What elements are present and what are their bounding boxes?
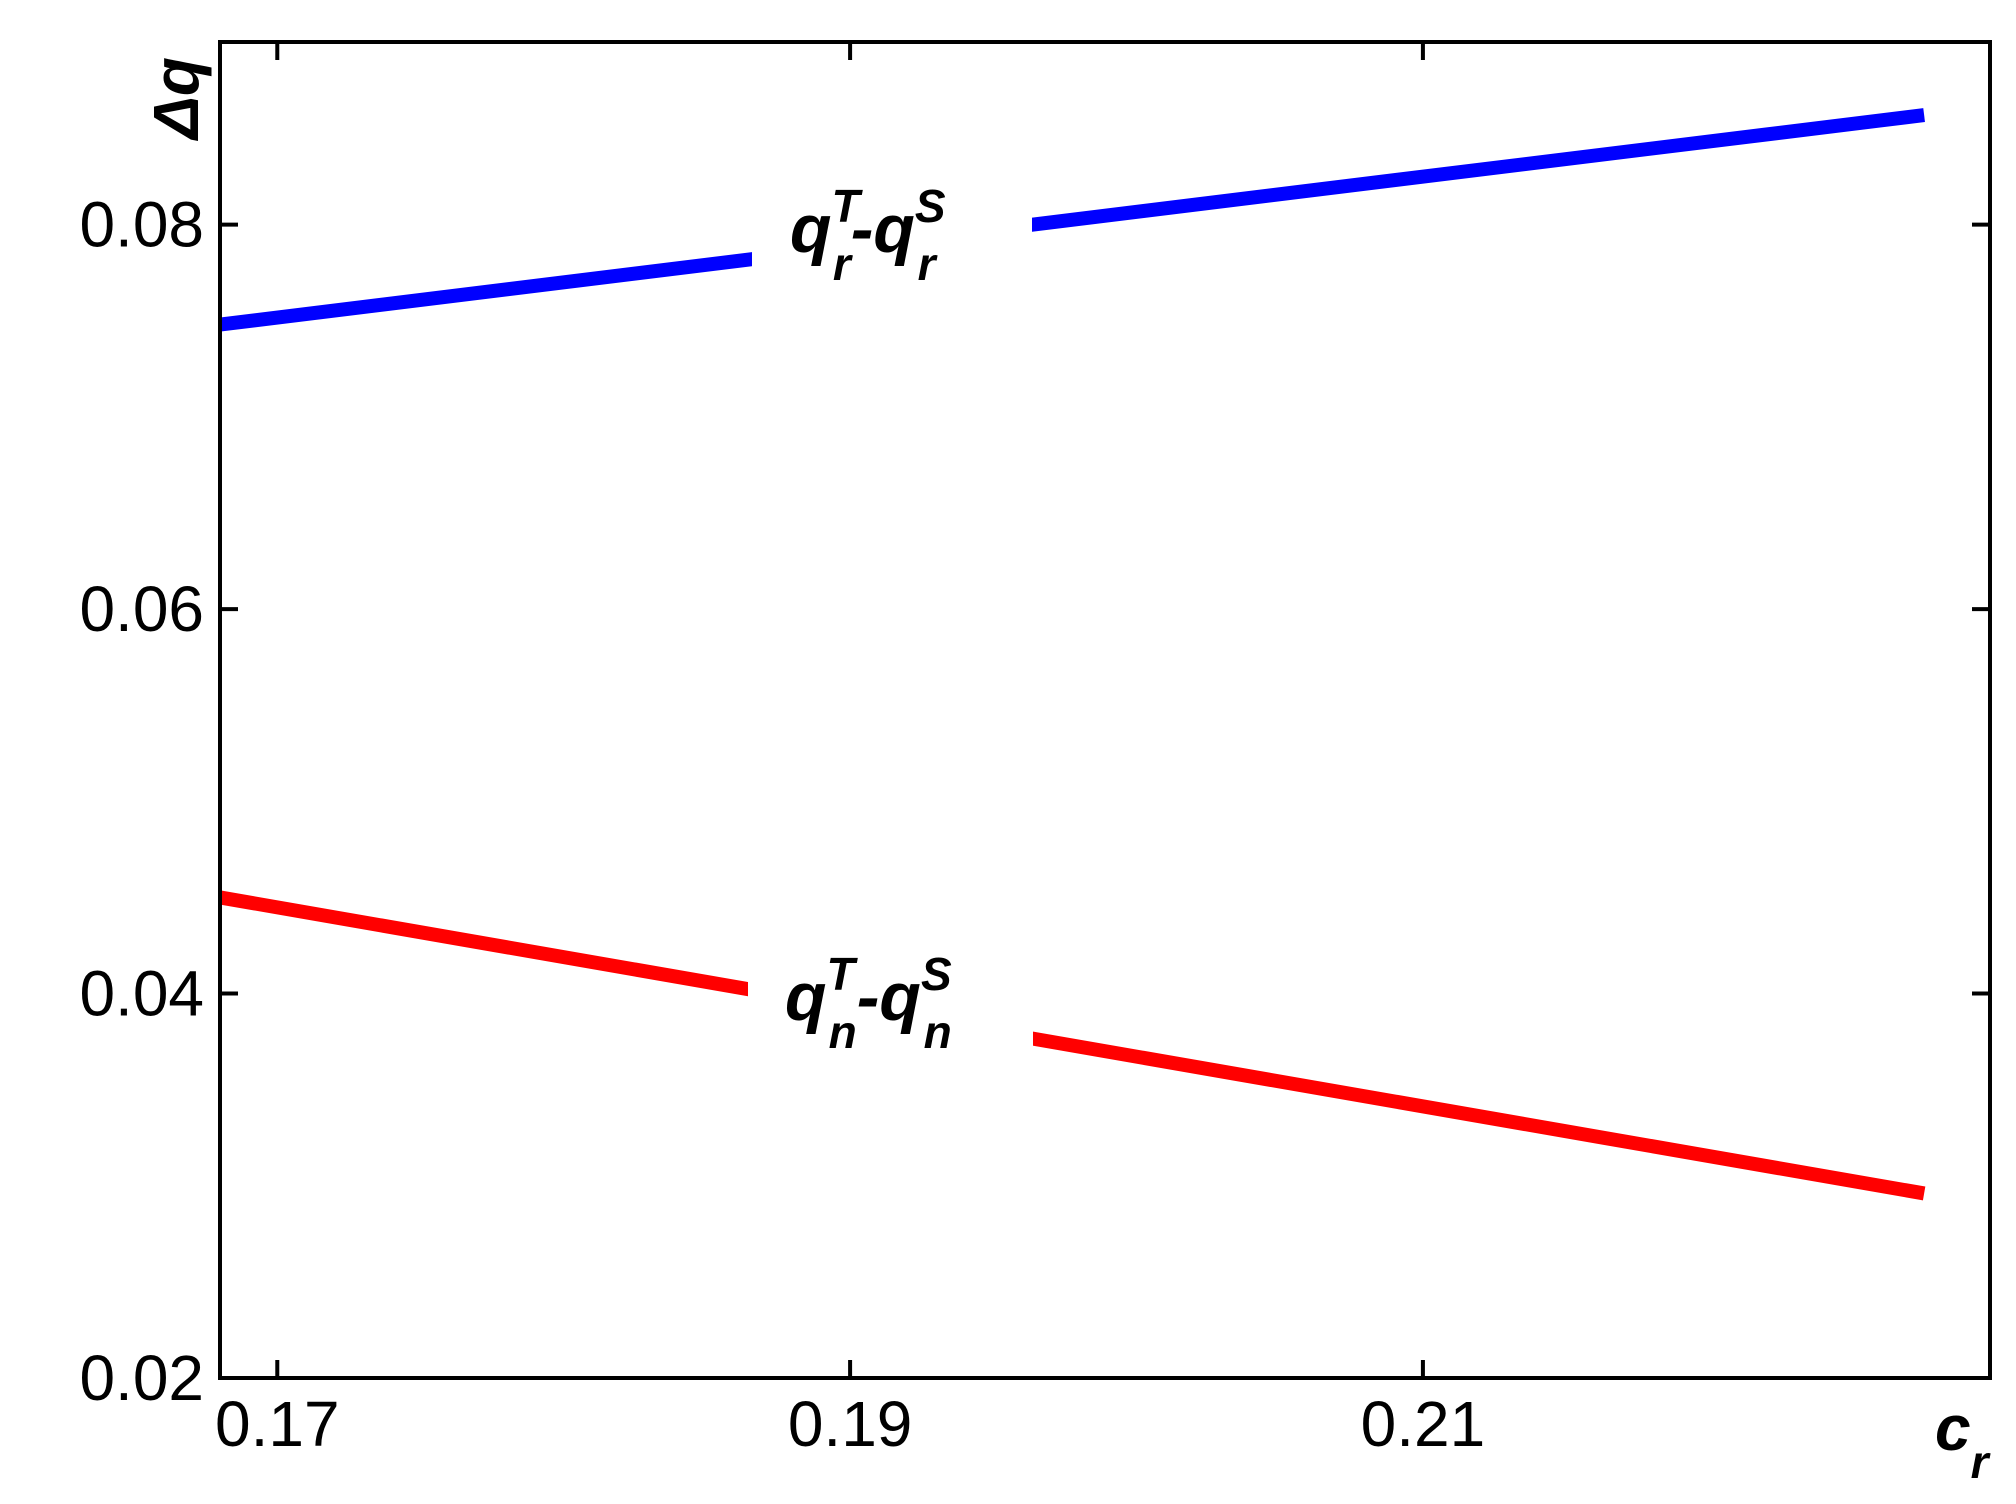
x-tick-label: 0.21 bbox=[1361, 1388, 1486, 1460]
axis-ticks bbox=[220, 42, 1990, 1380]
series-label-text-red: qT n-qS n bbox=[785, 948, 952, 1058]
y-axis-label: Δq bbox=[140, 57, 212, 141]
y-tick-label: 0.04 bbox=[79, 958, 204, 1030]
y-tick-label: 0.06 bbox=[79, 573, 204, 645]
series-lines bbox=[218, 108, 1926, 1201]
x-tick-label: 0.19 bbox=[788, 1388, 913, 1460]
y-tick-label: 0.02 bbox=[79, 1342, 204, 1414]
series-label-text-blue: qT r-qS r bbox=[790, 180, 946, 290]
plot-frame bbox=[218, 40, 1992, 1380]
y-tick-label: 0.08 bbox=[79, 189, 204, 261]
x-axis-label: cr bbox=[1935, 1392, 1991, 1488]
x-axis-label-subscript: r bbox=[1971, 1436, 1991, 1488]
series-label-blue: qT r-qS r bbox=[752, 160, 1032, 300]
label-mask-red bbox=[748, 925, 1033, 1070]
series-line-0 bbox=[219, 108, 1925, 332]
series-line-1 bbox=[218, 890, 1926, 1201]
tick-labels: 0.17 0.19 0.21 0.02 0.04 0.06 0.08 bbox=[79, 189, 1485, 1460]
series-label-red: qT n-qS n bbox=[748, 925, 1033, 1070]
x-axis-label-main: c bbox=[1935, 1392, 1971, 1464]
label-mask-blue bbox=[752, 160, 1032, 300]
x-tick-label: 0.17 bbox=[215, 1388, 340, 1460]
